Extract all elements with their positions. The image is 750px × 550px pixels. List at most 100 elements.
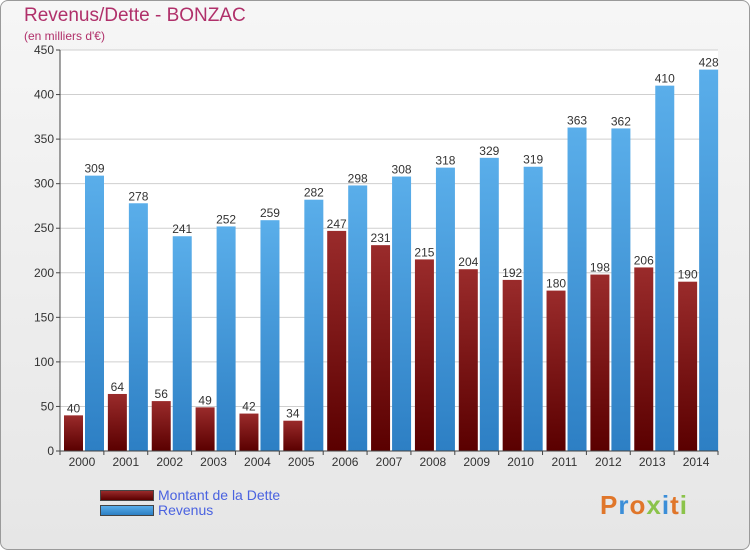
data-label-revenus: 319 [523, 153, 543, 167]
bar-dette-2006 [327, 230, 347, 451]
y-tick-label: 200 [34, 266, 54, 280]
proxiti-logo: Proxiti [600, 490, 688, 521]
bar-revenus-2005 [304, 199, 324, 451]
data-label-dette: 206 [634, 253, 654, 267]
data-label-revenus: 282 [304, 186, 324, 200]
x-tick-label: 2010 [507, 455, 534, 469]
bar-revenus-2004 [260, 220, 280, 451]
data-label-dette: 198 [590, 261, 610, 275]
bar-revenus-2001 [128, 203, 148, 451]
data-label-revenus: 363 [567, 114, 587, 128]
y-tick-label: 450 [34, 43, 54, 57]
legend-label-dette: Montant de la Dette [158, 487, 281, 503]
bar-revenus-2002 [172, 236, 192, 451]
data-label-dette: 215 [414, 245, 434, 259]
chart-title: Revenus/Dette - BONZAC [24, 5, 246, 26]
data-label-dette: 40 [67, 401, 81, 415]
data-label-dette: 247 [327, 217, 347, 231]
bar-revenus-2013 [655, 85, 675, 452]
x-tick-label: 2011 [552, 455, 578, 469]
x-tick-label: 2014 [683, 455, 710, 469]
x-tick-label: 2012 [595, 455, 622, 469]
y-tick-label: 250 [34, 221, 54, 235]
bar-dette-2005 [283, 420, 303, 451]
data-label-dette: 231 [371, 231, 391, 245]
bar-revenus-2012 [611, 128, 631, 451]
logo-letter: P [600, 490, 619, 520]
logo-letter: i [679, 490, 688, 520]
y-tick-label: 50 [41, 399, 55, 413]
data-label-dette: 56 [155, 387, 169, 401]
bar-revenus-2008 [435, 167, 455, 452]
data-label-dette: 204 [458, 255, 478, 269]
x-tick-label: 2003 [200, 455, 227, 469]
bar-revenus-2003 [216, 226, 236, 451]
data-label-dette: 190 [678, 268, 698, 282]
x-tick-label: 2006 [332, 455, 359, 469]
bar-dette-2000 [64, 415, 83, 451]
x-tick-label: 2004 [244, 455, 271, 469]
legend-item-revenus: Revenus [100, 501, 213, 519]
y-tick-label: 0 [47, 444, 54, 458]
y-tick-label: 300 [34, 177, 54, 191]
y-tick-label: 400 [34, 88, 54, 102]
bar-revenus-2006 [348, 185, 368, 451]
chart-subtitle: (en milliers d'€) [24, 29, 105, 43]
data-label-revenus: 259 [260, 206, 280, 220]
y-tick-label: 150 [34, 310, 54, 324]
data-label-dette: 180 [546, 277, 566, 291]
logo-letter: r [618, 490, 630, 520]
bar-dette-2004 [239, 413, 259, 451]
logo-letter: o [629, 490, 647, 520]
bar-revenus-2011 [567, 127, 587, 451]
bar-dette-2007 [371, 245, 391, 451]
x-tick-label: 2002 [156, 455, 183, 469]
bar-revenus-2014 [699, 69, 719, 452]
data-label-revenus: 298 [348, 171, 368, 185]
data-label-dette: 192 [502, 266, 522, 280]
data-label-dette: 49 [198, 393, 212, 407]
bar-dette-2013 [634, 267, 654, 451]
bar-revenus-2009 [479, 157, 499, 451]
legend-item-dette: Montant de la Dette [100, 486, 280, 504]
data-label-revenus: 428 [699, 56, 719, 70]
bar-dette-2011 [546, 290, 566, 451]
bar-revenus-2007 [392, 176, 412, 451]
bar-dette-2009 [458, 269, 478, 451]
data-label-dette: 64 [111, 380, 125, 394]
bar-dette-2003 [195, 407, 215, 451]
bar-dette-2010 [502, 279, 522, 451]
bar-revenus-2010 [523, 166, 543, 452]
data-label-revenus: 309 [84, 162, 104, 176]
legend-swatch-revenus [100, 504, 154, 516]
legend-label-revenus: Revenus [158, 502, 214, 518]
data-label-revenus: 329 [479, 144, 499, 158]
x-tick-label: 2009 [463, 455, 490, 469]
data-label-dette: 42 [242, 400, 256, 414]
data-label-revenus: 278 [128, 189, 148, 203]
data-label-revenus: 318 [435, 154, 455, 168]
x-tick-label: 2013 [639, 455, 666, 469]
bar-dette-2012 [590, 274, 610, 451]
x-tick-label: 2007 [376, 455, 403, 469]
data-label-revenus: 410 [655, 72, 675, 86]
logo-letter: t [670, 490, 680, 520]
data-label-revenus: 362 [611, 114, 631, 128]
logo-letter: i [661, 490, 671, 520]
x-tick-label: 2001 [112, 455, 139, 469]
x-tick-label: 2000 [69, 455, 96, 469]
bar-dette-2008 [414, 259, 434, 451]
y-tick-label: 100 [34, 355, 54, 369]
data-label-revenus: 308 [392, 163, 412, 177]
bar-dette-2001 [107, 393, 127, 451]
y-tick-label: 350 [34, 132, 54, 146]
legend-swatch-dette [100, 489, 154, 501]
data-label-dette: 34 [286, 407, 300, 421]
logo-letter: x [646, 490, 662, 520]
x-tick-label: 2005 [288, 455, 315, 469]
x-tick-label: 2008 [420, 455, 447, 469]
bar-revenus-2000 [85, 175, 104, 451]
bar-dette-2002 [151, 401, 171, 451]
data-label-revenus: 241 [172, 222, 192, 236]
